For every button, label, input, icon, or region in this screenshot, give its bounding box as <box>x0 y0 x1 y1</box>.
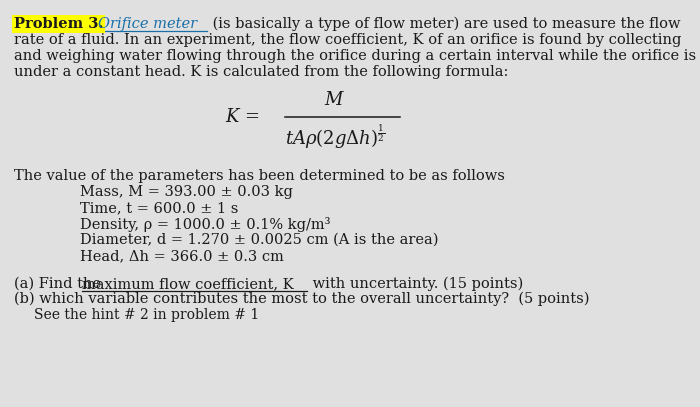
Text: maximum flow coefficient, K: maximum flow coefficient, K <box>82 277 294 291</box>
Text: under a constant head. K is calculated from the following formula:: under a constant head. K is calculated f… <box>14 65 508 79</box>
Text: Problem 3.: Problem 3. <box>14 17 104 31</box>
Text: Mass, M = 393.00 ± 0.03 kg: Mass, M = 393.00 ± 0.03 kg <box>80 185 293 199</box>
Text: $M$: $M$ <box>325 91 346 109</box>
Text: Time, t = 600.0 ± 1 s: Time, t = 600.0 ± 1 s <box>80 201 239 215</box>
Text: Head, Δh = 366.0 ± 0.3 cm: Head, Δh = 366.0 ± 0.3 cm <box>80 249 284 263</box>
Text: Orifice meter: Orifice meter <box>98 17 197 31</box>
Text: with uncertainty. (15 points): with uncertainty. (15 points) <box>308 277 524 291</box>
Text: (b) which variable contributes the most to the overall uncertainty?  (5 points): (b) which variable contributes the most … <box>14 292 589 306</box>
Text: See the hint # 2 in problem # 1: See the hint # 2 in problem # 1 <box>34 308 259 322</box>
Text: $K\, =$: $K\, =$ <box>225 108 260 126</box>
Text: The value of the parameters has been determined to be as follows: The value of the parameters has been det… <box>14 169 505 183</box>
Text: (is basically a type of flow meter) are used to measure the flow: (is basically a type of flow meter) are … <box>208 17 680 31</box>
Text: Diameter, d = 1.270 ± 0.0025 cm (A is the area): Diameter, d = 1.270 ± 0.0025 cm (A is th… <box>80 233 438 247</box>
Text: (a) Find the: (a) Find the <box>14 277 106 291</box>
Text: and weighing water flowing through the orifice during a certain interval while t: and weighing water flowing through the o… <box>14 49 696 63</box>
Text: Density, ρ = 1000.0 ± 0.1% kg/m³: Density, ρ = 1000.0 ± 0.1% kg/m³ <box>80 217 330 232</box>
Text: rate of a fluid. In an experiment, the flow coefficient, K of an orifice is foun: rate of a fluid. In an experiment, the f… <box>14 33 681 47</box>
Text: $tA\rho(2g\Delta h)^{\frac{1}{2}}$: $tA\rho(2g\Delta h)^{\frac{1}{2}}$ <box>285 123 385 151</box>
